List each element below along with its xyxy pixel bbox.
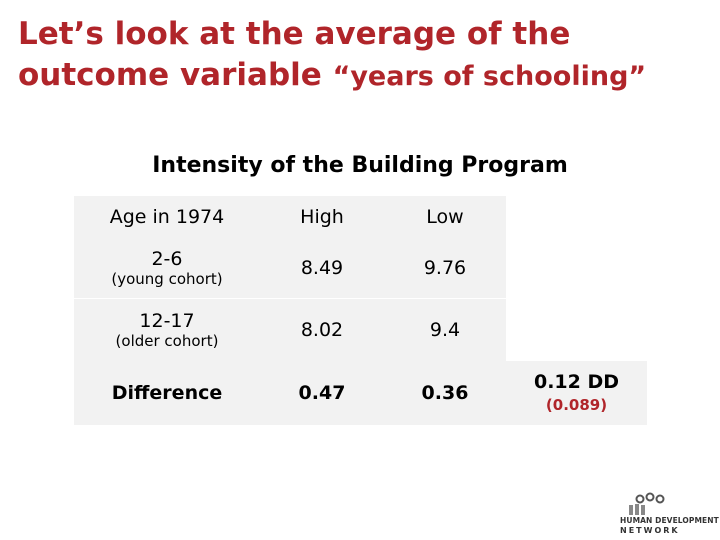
title-quote: “years of schooling” (332, 61, 647, 92)
dd-estimate-value: 0.12 DD (533, 371, 620, 393)
row-young-low-value: 9.76 (423, 257, 467, 279)
table-row-young-age: 2-6 (young cohort) (74, 238, 260, 298)
hdn-logo-icon (629, 492, 665, 515)
table-row-young-high: 8.49 (260, 238, 384, 298)
logo-line-2: NETWORK (620, 526, 680, 535)
header-low-label: Low (426, 206, 464, 228)
row-older-high-value: 8.02 (300, 319, 344, 341)
row-young-cohort-label: (young cohort) (111, 270, 223, 288)
table-row-older-low: 9.4 (384, 299, 506, 361)
hdn-logo: HUMAN DEVELOPMENT NETWORK (620, 492, 719, 536)
row-young-age-range: 2-6 (151, 248, 183, 270)
row-older-age-range: 12-17 (139, 310, 195, 332)
table-row-young-low: 9.76 (384, 238, 506, 298)
slide-title: Let’s look at the average of the outcome… (18, 14, 708, 97)
difference-high-cell: 0.47 (260, 361, 384, 425)
dd-standard-error: (0.089) (545, 396, 608, 414)
table-caption: Intensity of the Building Program (152, 153, 568, 178)
row-divider (74, 298, 506, 299)
difference-high-value: 0.47 (298, 382, 346, 404)
header-low: Low (384, 196, 506, 238)
header-high: High (260, 196, 384, 238)
row-older-cohort-label: (older cohort) (115, 332, 219, 350)
table-row-older-age: 12-17 (older cohort) (74, 299, 260, 361)
difference-low-cell: 0.36 (384, 361, 506, 425)
dd-estimate-cell: 0.12 DD (0.089) (506, 361, 647, 425)
table-row-older-high: 8.02 (260, 299, 384, 361)
difference-label: Difference (111, 382, 223, 404)
header-age-label: Age in 1974 (109, 206, 225, 228)
logo-line-1: HUMAN DEVELOPMENT (620, 516, 719, 525)
header-age: Age in 1974 (74, 196, 260, 238)
difference-low-value: 0.36 (421, 382, 469, 404)
row-young-high-value: 8.49 (300, 257, 344, 279)
row-older-low-value: 9.4 (429, 319, 461, 341)
title-line-2: outcome variable (18, 57, 322, 93)
header-high-label: High (300, 206, 344, 228)
title-line-1: Let’s look at the average of the (18, 16, 571, 52)
difference-label-cell: Difference (74, 361, 260, 425)
